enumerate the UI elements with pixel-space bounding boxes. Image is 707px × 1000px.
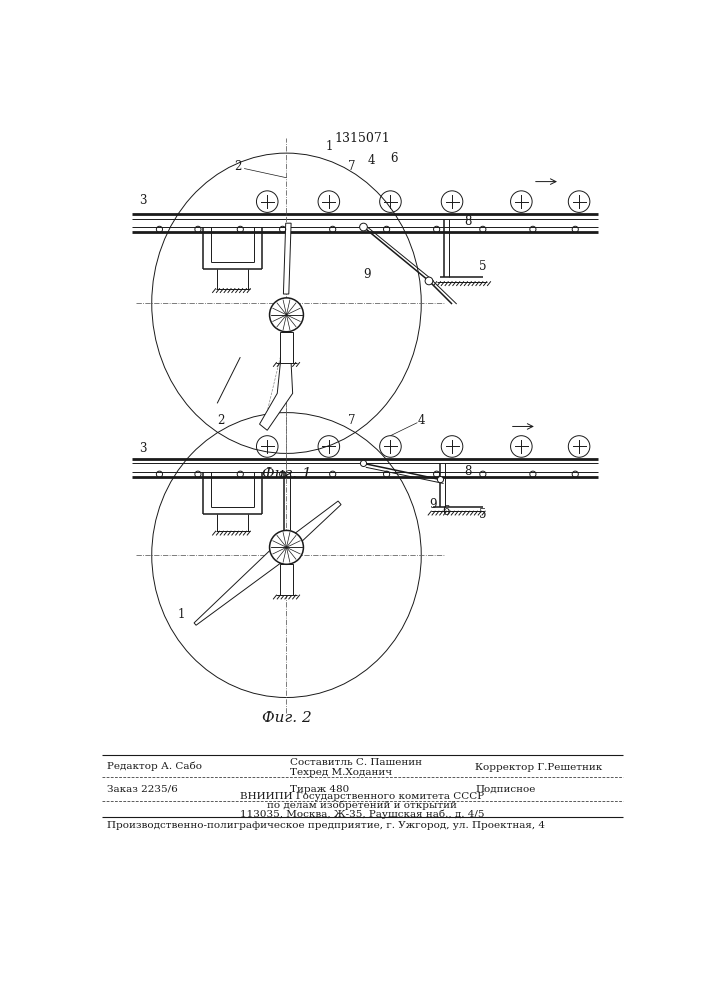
- Text: по делам изобретений и открытий: по делам изобретений и открытий: [267, 801, 457, 810]
- Text: Производственно-полиграфическое предприятие, г. Ужгород, ул. Проектная, 4: Производственно-полиграфическое предприя…: [107, 821, 545, 830]
- Bar: [281, 332, 293, 363]
- Polygon shape: [259, 333, 293, 430]
- Text: Подписное: Подписное: [475, 785, 535, 794]
- Text: Фиг. 2: Фиг. 2: [262, 711, 311, 725]
- Text: 3: 3: [139, 442, 146, 455]
- Circle shape: [425, 277, 433, 285]
- Text: ВНИИПИ Государственного комитета СССР: ВНИИПИ Государственного комитета СССР: [240, 792, 484, 801]
- Text: Составитль С. Пашенин: Составитль С. Пашенин: [291, 758, 422, 767]
- Text: 3: 3: [139, 194, 146, 207]
- Text: 113035, Москва, Ж-35, Раушская наб., д. 4/5: 113035, Москва, Ж-35, Раушская наб., д. …: [240, 809, 484, 819]
- Text: Редактор А. Сабо: Редактор А. Сабо: [107, 761, 202, 771]
- Text: 7: 7: [348, 414, 356, 427]
- Polygon shape: [284, 223, 291, 294]
- Text: 6: 6: [442, 505, 450, 518]
- Circle shape: [438, 477, 443, 483]
- Circle shape: [361, 460, 366, 467]
- Text: 1315071: 1315071: [335, 132, 390, 145]
- Text: Корректор Г.Решетник: Корректор Г.Решетник: [475, 763, 602, 772]
- Text: 1: 1: [325, 140, 332, 153]
- Text: 5: 5: [479, 508, 486, 521]
- Circle shape: [269, 298, 303, 332]
- Text: 6: 6: [390, 152, 398, 165]
- Text: 8: 8: [464, 465, 471, 478]
- Text: Техред М.Ходанич: Техред М.Ходанич: [291, 768, 392, 777]
- Circle shape: [360, 223, 368, 231]
- Text: 2: 2: [217, 414, 225, 427]
- Circle shape: [269, 530, 303, 564]
- Text: 4: 4: [368, 154, 375, 167]
- Bar: [281, 564, 293, 595]
- Polygon shape: [283, 501, 341, 552]
- Text: Фиг. 1: Фиг. 1: [262, 467, 311, 481]
- Text: 2: 2: [234, 160, 242, 173]
- Text: 9: 9: [363, 267, 371, 280]
- Text: 1: 1: [177, 608, 185, 621]
- Text: Заказ 2235/6: Заказ 2235/6: [107, 785, 178, 794]
- Text: 8: 8: [464, 215, 471, 228]
- Text: Тираж 480: Тираж 480: [291, 785, 349, 794]
- Text: 5: 5: [479, 260, 486, 273]
- Polygon shape: [194, 540, 293, 625]
- Text: 4: 4: [418, 414, 425, 427]
- Text: 7: 7: [348, 160, 356, 173]
- Text: 9: 9: [429, 498, 436, 512]
